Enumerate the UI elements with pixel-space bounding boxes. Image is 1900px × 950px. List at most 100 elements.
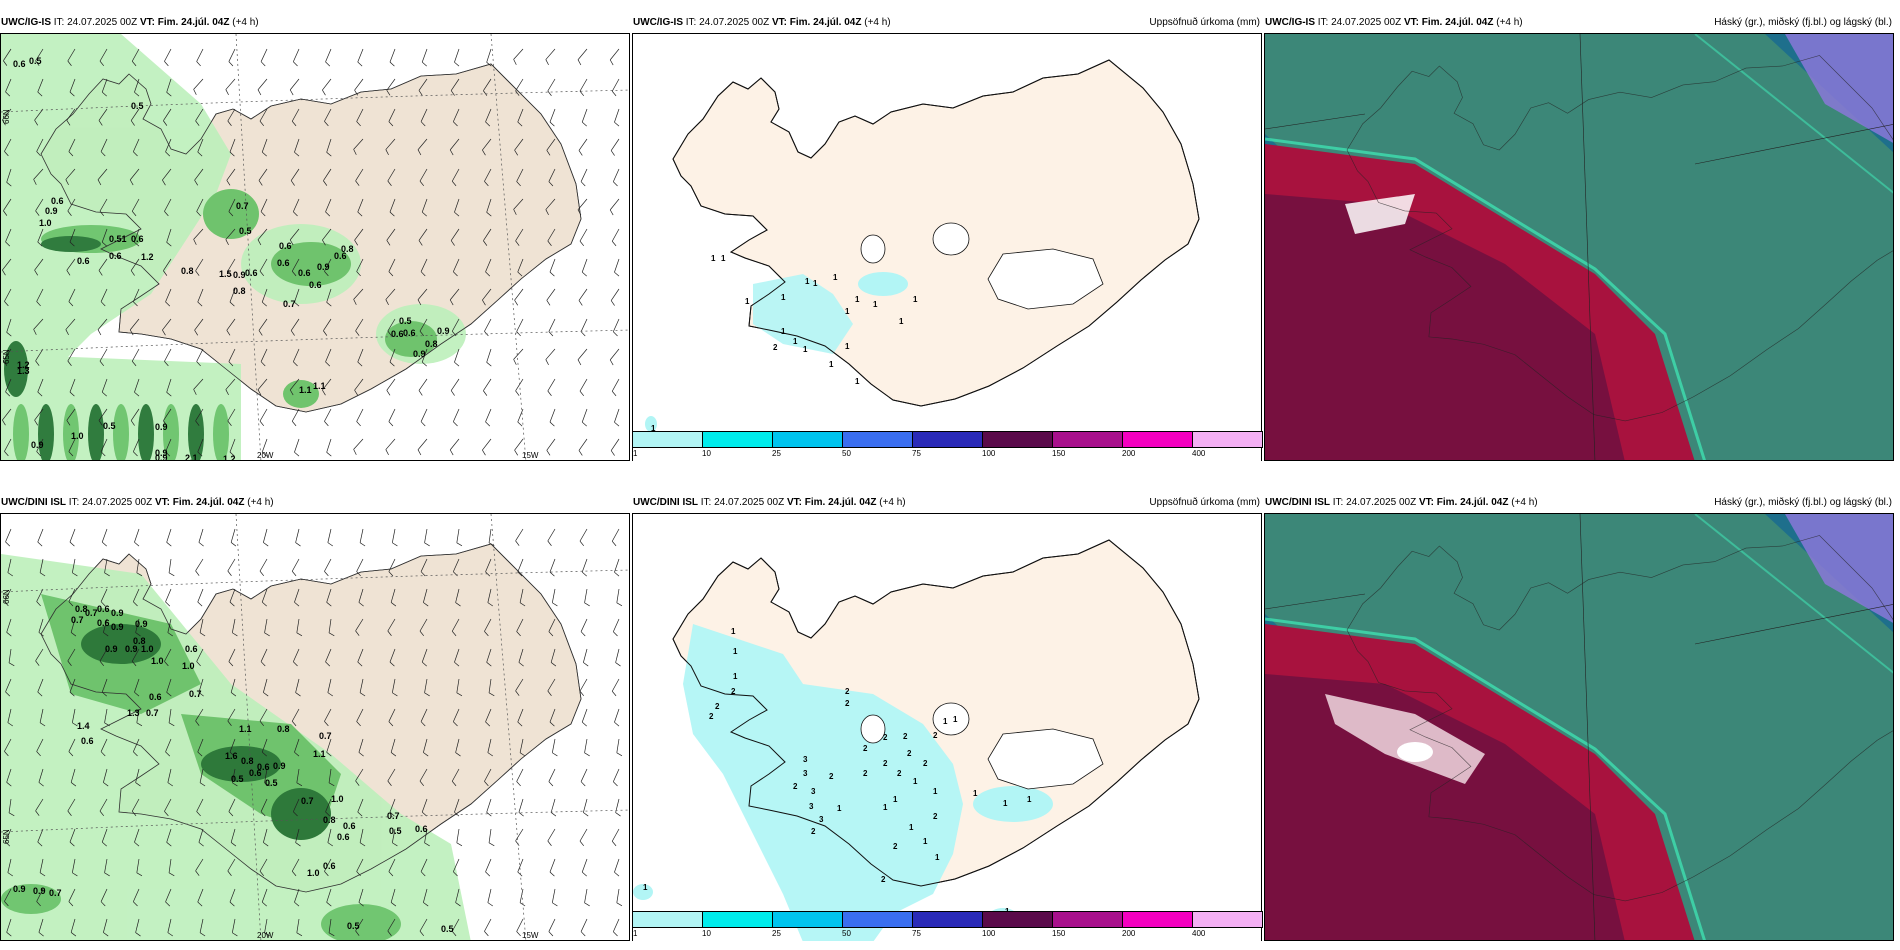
value-label: 2 (933, 812, 938, 821)
lon-tick-label: 20W (257, 451, 274, 460)
wind-barbs (2, 48, 620, 457)
value-label: 2.1 (185, 453, 198, 461)
value-label: 0.7 (387, 811, 400, 821)
colorbar-tick-label: 10 (702, 929, 711, 938)
panel-r2-wind-precip: UWC/DINI ISL IT: 24.07.2025 00Z VT: Fim.… (0, 493, 630, 941)
colorbar-tick-label: 50 (842, 449, 851, 458)
colorbar-swatch (842, 431, 913, 448)
colorbar-swatch (772, 431, 843, 448)
value-label: 1 (711, 254, 716, 263)
value-label: 0.9 (13, 884, 26, 894)
value-label: 2 (773, 343, 778, 352)
value-label: 2 (811, 827, 816, 836)
panel-header: UWC/IG-IS IT: 24.07.2025 00Z VT: Fim. 24… (1, 17, 259, 28)
value-label: 0.6 (51, 196, 64, 206)
lat-tick-label: 66N (2, 109, 11, 124)
value-label: 1 (813, 279, 818, 288)
value-label: 1 (909, 823, 914, 832)
value-label: 1 (845, 307, 850, 316)
value-label: 0.8 (425, 339, 438, 349)
value-label: 1.4 (77, 721, 90, 731)
value-label: 0.8 (277, 724, 290, 734)
value-label: 1.2 (223, 454, 236, 461)
value-label: 0.7 (189, 689, 202, 699)
value-label: 1 (855, 377, 860, 386)
value-label: 1 (973, 789, 978, 798)
value-label: 2 (883, 759, 888, 768)
value-label: 1 (781, 327, 786, 336)
coastline (40, 543, 582, 893)
value-label: 3 (809, 802, 814, 811)
map-wind-precip: 66N 65N 20W 15W 0.6 0.5 0.5 0.6 0.9 1.0 0.6 0.6 0.51… (0, 33, 630, 461)
value-label: 0.6 (403, 328, 416, 338)
value-label: 1.2 (141, 252, 154, 262)
colorbar-tick-label: 200 (1122, 929, 1136, 938)
value-label: 1 (1003, 799, 1008, 808)
value-label: 1.6 (225, 751, 238, 761)
value-label: 0.5 (29, 56, 42, 66)
cloud-fields (1265, 514, 1893, 940)
region-lines (1265, 514, 1893, 940)
value-label: 0.6 (97, 618, 110, 628)
coastline (672, 539, 1200, 887)
colorbar-swatch (982, 911, 1053, 928)
value-label: 1.5 (219, 269, 232, 279)
value-label: 0.7 (319, 731, 332, 741)
panel-r1-wind-precip: UWC/IG-IS IT: 24.07.2025 00Z VT: Fim. 24… (0, 13, 630, 461)
colorbar-swatch (1052, 911, 1123, 928)
value-label: 0.9 (33, 886, 46, 896)
value-label: 1.1 (299, 385, 312, 395)
value-label: 1 (733, 672, 738, 681)
value-label: 1 (943, 717, 948, 726)
value-label: 0.6 (131, 234, 144, 244)
value-label: 0.9 (111, 622, 124, 632)
accum-precip-fields (645, 272, 908, 432)
value-label: 0.8 (233, 286, 246, 296)
colorbar-tick-label: 150 (1052, 449, 1066, 458)
value-label: 1 (883, 803, 888, 812)
value-label: 2 (907, 749, 912, 758)
value-label: 0.9 (125, 644, 138, 654)
colorbar-swatch (702, 911, 773, 928)
value-label: 1 (893, 795, 898, 804)
value-label: 0.5 (347, 921, 360, 931)
value-label: 2 (863, 769, 868, 778)
value-label: 0.9 (317, 262, 330, 272)
value-label: 0.7 (49, 888, 62, 898)
value-label: 1 (923, 837, 928, 846)
value-label: 2 (863, 744, 868, 753)
cloud-fields (1265, 34, 1893, 460)
value-label: 1 (793, 337, 798, 346)
value-label: 2 (793, 782, 798, 791)
value-label: 1 (745, 297, 750, 306)
colorbar-tick-label: 400 (1192, 929, 1206, 938)
region-lines (1265, 34, 1893, 460)
colorbar-tick-label: 10 (702, 449, 711, 458)
value-label: 0.8 (181, 266, 194, 276)
colorbar-tick-label: 50 (842, 929, 851, 938)
value-label: 3 (811, 787, 816, 796)
panel-header: UWC/DINI ISL IT: 24.07.2025 00Z VT: Fim.… (632, 493, 1262, 513)
value-label: 0.9 (111, 608, 124, 618)
value-label: 1 (913, 295, 918, 304)
value-label: 0.9 (233, 270, 246, 280)
colorbar-tick-label: 1 (633, 449, 638, 458)
colorbar-swatch (912, 911, 983, 928)
value-label: 2 (731, 687, 736, 696)
colorbar-swatch (842, 911, 913, 928)
value-label: 1.1 (239, 724, 252, 734)
value-label: 1 (651, 424, 656, 433)
value-label: 1 (933, 787, 938, 796)
value-label: 0.6 (185, 644, 198, 654)
value-label: 0.7 (301, 796, 314, 806)
value-label: 2 (903, 732, 908, 741)
value-label: 0.6 (149, 692, 162, 702)
value-label: 1 (643, 883, 648, 892)
coastline (1346, 535, 1893, 902)
value-label: 0.6 (245, 268, 258, 278)
colorbar-tick-label: 75 (912, 929, 921, 938)
value-label: 2 (845, 699, 850, 708)
value-label: 0.8 (323, 815, 336, 825)
value-label: 1 (721, 254, 726, 263)
